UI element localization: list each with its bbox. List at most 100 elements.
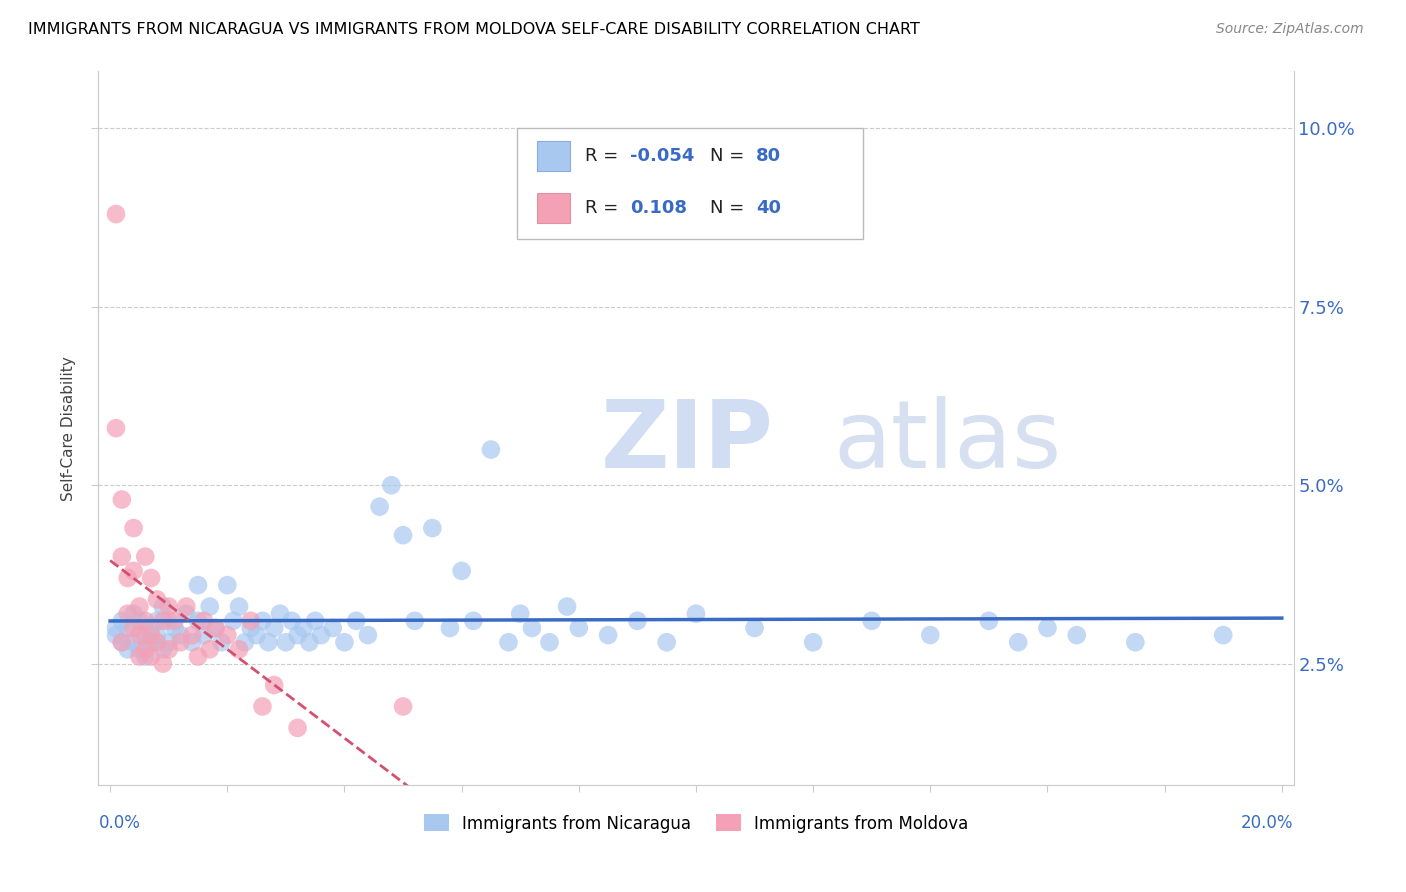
Point [122,635,145,649]
Point [920,628,942,642]
Point [1125,635,1147,649]
Point [157,642,180,657]
Point [181,635,204,649]
Point [211,635,233,649]
Point [134,642,156,657]
Point [198,599,221,614]
Point [333,635,356,649]
Point [122,564,145,578]
Point [141,649,163,664]
Point [1212,628,1234,642]
Text: N =: N = [710,147,751,165]
Point [1036,621,1059,635]
Point [304,614,326,628]
Legend: Immigrants from Nicaragua, Immigrants from Moldova: Immigrants from Nicaragua, Immigrants fr… [415,806,977,841]
Bar [537,193,571,223]
Point [252,699,274,714]
Point [198,642,221,657]
Point [392,699,415,714]
Point [392,528,415,542]
Point [298,635,321,649]
Point [141,635,163,649]
Point [141,628,163,642]
Point [204,621,226,635]
Point [169,635,191,649]
FancyBboxPatch shape [517,128,863,239]
Point [111,635,134,649]
Point [181,628,204,642]
Point [322,621,344,635]
Point [228,642,250,657]
Point [146,628,169,642]
Point [117,642,139,657]
Point [128,642,150,657]
Point [105,207,128,221]
Point [1007,635,1029,649]
Point [128,599,150,614]
Point [509,607,531,621]
Point [368,500,391,514]
Point [1066,628,1088,642]
Point [498,635,520,649]
Point [146,614,169,628]
Point [141,621,163,635]
Point [111,549,134,564]
Point [344,614,367,628]
Point [141,571,163,585]
Point [309,628,332,642]
Point [977,614,1000,628]
Text: ZIP: ZIP [600,396,773,489]
Text: R =: R = [585,199,624,217]
Text: atlas: atlas [834,396,1062,489]
Point [217,578,239,592]
Point [152,642,174,657]
Point [257,635,280,649]
Text: Source: ZipAtlas.com: Source: ZipAtlas.com [1216,22,1364,37]
Text: N =: N = [710,199,751,217]
Point [193,628,215,642]
Point [117,607,139,621]
Point [239,621,262,635]
Point [450,564,472,578]
Point [105,628,128,642]
Point [520,621,543,635]
Point [187,649,209,664]
Point [281,614,304,628]
Point [105,421,128,435]
Point [134,614,156,628]
Bar [537,141,571,171]
Point [233,635,256,649]
Point [568,621,591,635]
Point [555,599,578,614]
Point [163,614,186,628]
Point [117,571,139,585]
Point [598,628,620,642]
Point [111,492,134,507]
Text: IMMIGRANTS FROM NICARAGUA VS IMMIGRANTS FROM MOLDOVA SELF-CARE DISABILITY CORREL: IMMIGRANTS FROM NICARAGUA VS IMMIGRANTS … [28,22,920,37]
Text: 0.108: 0.108 [630,199,688,217]
Point [274,635,297,649]
Text: 0.0%: 0.0% [98,814,141,831]
Point [204,621,226,635]
Point [685,607,707,621]
Point [263,678,285,692]
Text: 40: 40 [756,199,780,217]
Text: -0.054: -0.054 [630,147,695,165]
Point [217,628,239,642]
Point [187,578,209,592]
Point [193,614,215,628]
Point [246,628,269,642]
Point [538,635,561,649]
Point [122,621,145,635]
Point [128,628,150,642]
Point [655,635,678,649]
Point [287,721,309,735]
Point [626,614,648,628]
Y-axis label: Self-Care Disability: Self-Care Disability [60,356,76,500]
Point [439,621,461,635]
Point [122,607,145,621]
Point [146,592,169,607]
Point [263,621,285,635]
Point [105,621,128,635]
Point [134,628,156,642]
